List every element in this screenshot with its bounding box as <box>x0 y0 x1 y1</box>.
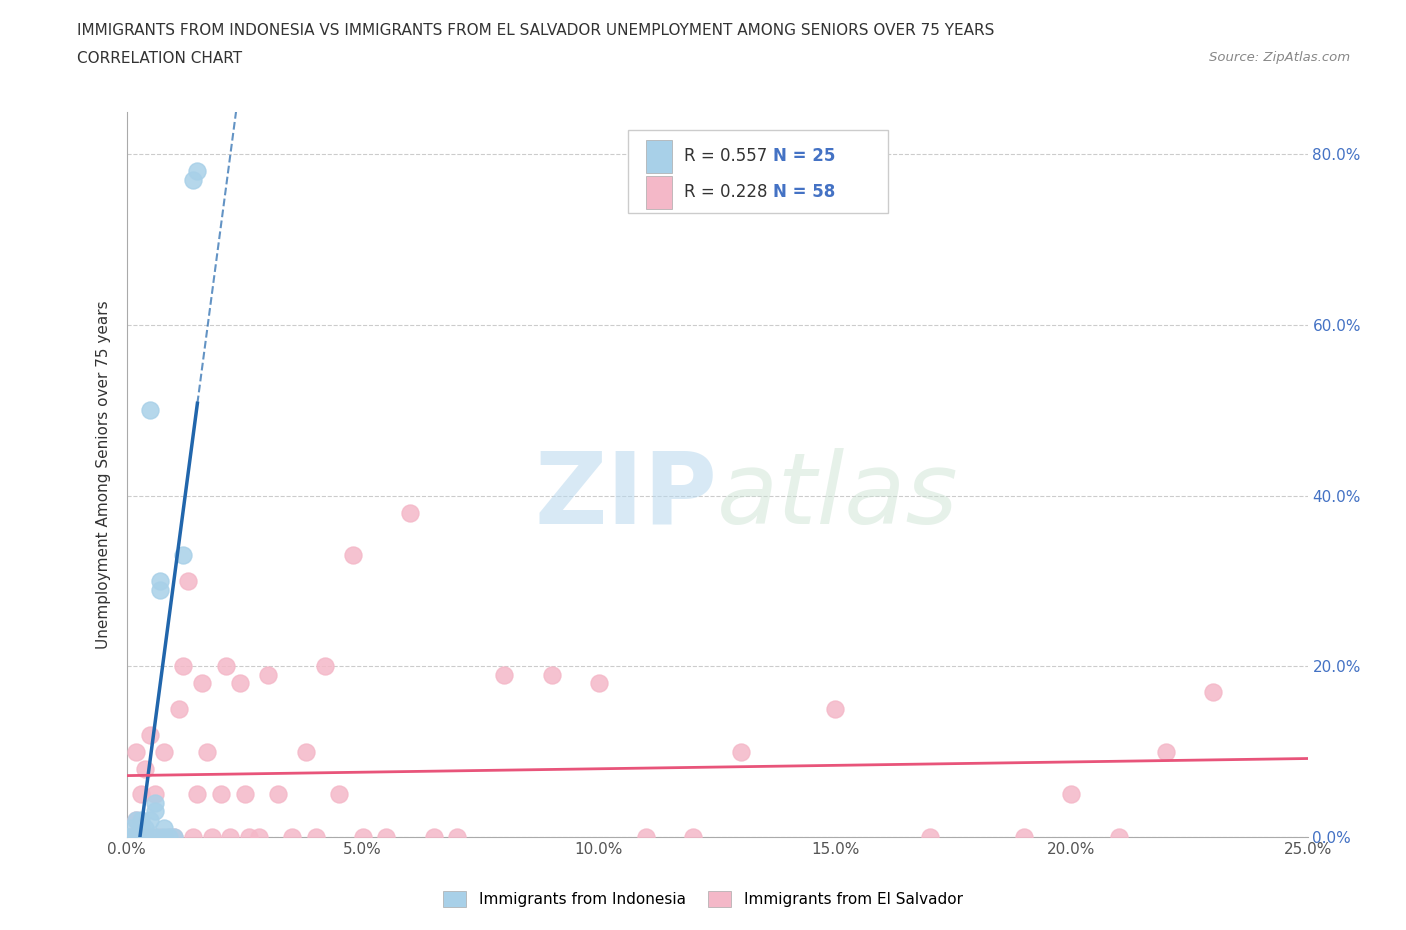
Point <box>181 172 204 187</box>
Point <box>139 830 162 844</box>
Point <box>247 830 270 844</box>
Point <box>1202 684 1225 699</box>
Text: R = 0.228: R = 0.228 <box>683 183 768 201</box>
Point <box>1154 744 1177 759</box>
Point <box>157 830 180 844</box>
Point <box>314 658 336 673</box>
Point <box>238 830 260 844</box>
Point <box>120 830 142 844</box>
Point <box>229 676 252 691</box>
Point <box>153 744 176 759</box>
Text: atlas: atlas <box>717 447 959 545</box>
Point <box>446 830 468 844</box>
Point <box>209 787 232 802</box>
Point <box>177 574 200 589</box>
Point <box>153 821 176 836</box>
Point <box>129 830 152 844</box>
Point <box>918 830 941 844</box>
Point <box>115 830 138 844</box>
Point <box>494 668 516 683</box>
Point <box>219 830 242 844</box>
Point <box>422 830 444 844</box>
Text: CORRELATION CHART: CORRELATION CHART <box>77 51 242 66</box>
Point <box>125 813 148 828</box>
Point <box>139 403 162 418</box>
Point <box>143 787 166 802</box>
Text: N = 25: N = 25 <box>772 148 835 166</box>
Point <box>125 744 148 759</box>
Point <box>172 658 194 673</box>
Point <box>588 676 610 691</box>
Point <box>120 830 142 844</box>
Point <box>186 787 208 802</box>
Text: N = 58: N = 58 <box>772 183 835 201</box>
Point <box>328 787 350 802</box>
Point <box>149 830 172 844</box>
Point <box>153 830 176 844</box>
Point <box>120 821 142 836</box>
Point <box>399 505 422 520</box>
Point <box>181 830 204 844</box>
Text: R = 0.557: R = 0.557 <box>683 148 768 166</box>
FancyBboxPatch shape <box>628 130 889 213</box>
Point <box>129 830 152 844</box>
Point <box>139 830 162 844</box>
Point <box>134 762 156 777</box>
Point <box>143 804 166 818</box>
Point <box>682 830 704 844</box>
Point <box>129 813 152 828</box>
Point <box>149 574 172 589</box>
Point <box>257 668 280 683</box>
Point <box>143 830 166 844</box>
Point <box>540 668 562 683</box>
Point <box>304 830 326 844</box>
Point <box>139 813 162 828</box>
Point <box>730 744 752 759</box>
Point <box>125 813 148 828</box>
Point <box>129 821 152 836</box>
Point <box>172 548 194 563</box>
Point <box>115 830 138 844</box>
Point <box>1012 830 1035 844</box>
Point <box>134 830 156 844</box>
Point <box>375 830 398 844</box>
Point <box>195 744 218 759</box>
Point <box>143 830 166 844</box>
Point <box>824 701 846 716</box>
Point <box>186 164 208 179</box>
Point <box>163 830 186 844</box>
Point <box>215 658 238 673</box>
Legend: Immigrants from Indonesia, Immigrants from El Salvador: Immigrants from Indonesia, Immigrants fr… <box>437 884 969 913</box>
Text: IMMIGRANTS FROM INDONESIA VS IMMIGRANTS FROM EL SALVADOR UNEMPLOYMENT AMONG SENI: IMMIGRANTS FROM INDONESIA VS IMMIGRANTS … <box>77 23 994 38</box>
Point <box>120 830 142 844</box>
Point <box>143 795 166 810</box>
Point <box>267 787 290 802</box>
Point <box>139 727 162 742</box>
Point <box>1060 787 1083 802</box>
Text: ZIP: ZIP <box>534 447 717 545</box>
Y-axis label: Unemployment Among Seniors over 75 years: Unemployment Among Seniors over 75 years <box>96 300 111 648</box>
Point <box>134 830 156 844</box>
Point <box>163 830 186 844</box>
Point <box>352 830 374 844</box>
Point <box>191 676 214 691</box>
Point <box>295 744 318 759</box>
Point <box>342 548 364 563</box>
Text: Source: ZipAtlas.com: Source: ZipAtlas.com <box>1209 51 1350 64</box>
Point <box>233 787 256 802</box>
Point <box>1108 830 1130 844</box>
Point <box>167 701 190 716</box>
Point <box>200 830 222 844</box>
Point <box>134 821 156 836</box>
Point <box>125 830 148 844</box>
Point <box>129 787 152 802</box>
Bar <box>647 140 672 173</box>
Point <box>157 830 180 844</box>
Point <box>281 830 304 844</box>
Point <box>636 830 658 844</box>
Point <box>149 582 172 597</box>
Bar <box>647 176 672 208</box>
